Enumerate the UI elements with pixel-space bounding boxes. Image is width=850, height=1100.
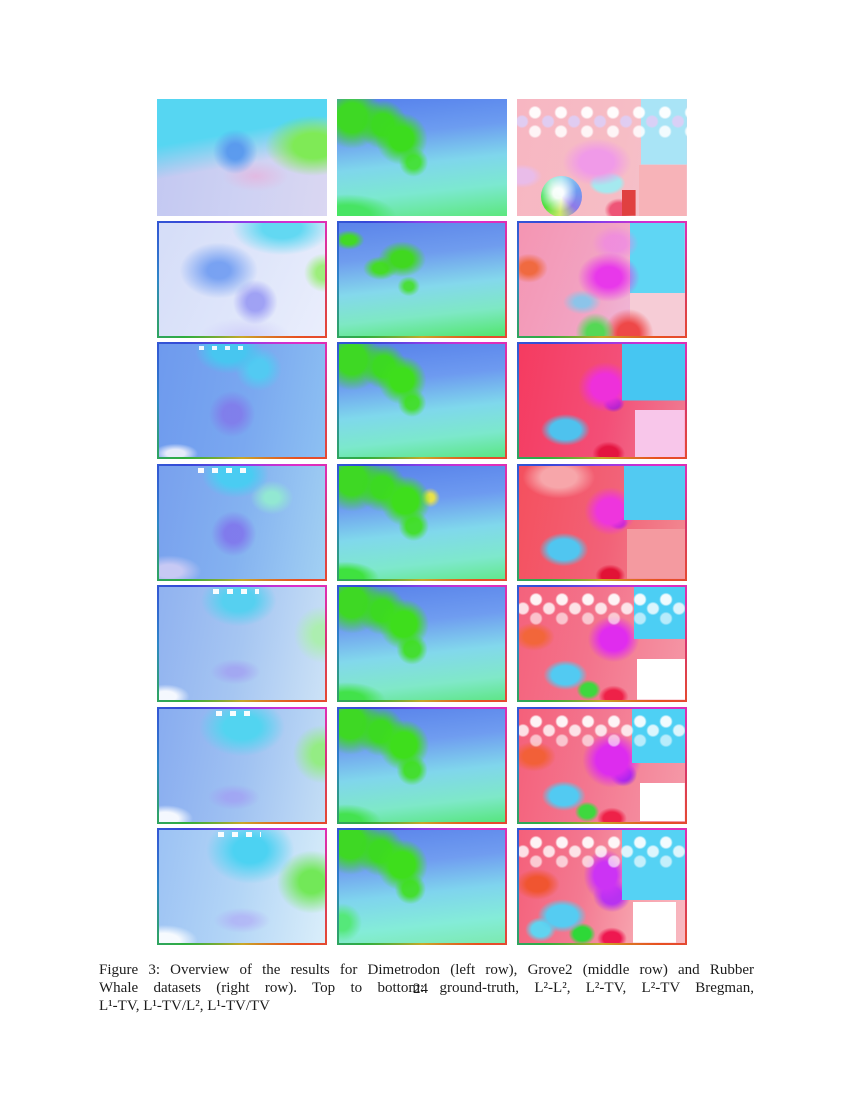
- flow-color-wheel: [540, 176, 582, 216]
- flow-image-rubberwhale-l2-tv-bregman-frame: [517, 463, 687, 581]
- flow-image-grove2-l2-tv-bregman-frame: [337, 463, 507, 581]
- flow-image-grove2-l1-tv-l2-frame: [337, 706, 507, 824]
- page-number: 24: [413, 981, 428, 997]
- flow-image-rubberwhale-l2-tv: [519, 344, 685, 457]
- flow-image-rubberwhale-l2-l2: [519, 222, 685, 336]
- flow-image-grove2-l1-tv-frame: [337, 585, 507, 702]
- flow-image-grove2-l2-tv: [339, 344, 505, 457]
- flow-image-rubberwhale-l2-l2-frame: [517, 220, 687, 338]
- flow-image-rubberwhale-l1-tv-tv: [519, 830, 685, 943]
- flow-image-dimetrodon-l1-tv-l2-frame: [157, 706, 327, 824]
- figure-grid: [157, 99, 687, 945]
- flow-image-dimetrodon-l1-tv-tv-frame: [157, 828, 327, 945]
- caption-line-3: L¹-TV, L¹-TV/L², L¹-TV/TV: [99, 998, 271, 1014]
- flow-image-grove2-l1-tv-tv: [339, 830, 505, 943]
- flow-image-dimetrodon-l1-tv-frame: [157, 585, 327, 702]
- flow-image-rubberwhale-l1-tv-l2-frame: [517, 706, 687, 824]
- flow-image-grove2-l1-tv: [339, 587, 505, 700]
- flow-image-dimetrodon-l2-tv-bregman: [159, 465, 325, 579]
- flow-image-dimetrodon-l1-tv-l2: [159, 708, 325, 822]
- flow-image-rubberwhale-ground-truth-frame: [517, 99, 687, 216]
- flow-image-rubberwhale-l2-tv-frame: [517, 342, 687, 459]
- flow-image-dimetrodon-l1-tv: [159, 587, 325, 700]
- flow-image-grove2-l2-tv-frame: [337, 342, 507, 459]
- flow-image-dimetrodon-l2-l2: [159, 222, 325, 336]
- flow-image-rubberwhale-ground-truth: [517, 99, 687, 216]
- caption-line-2: Whale datasets (right row). Top to botto…: [99, 980, 754, 996]
- flow-image-rubberwhale-l2-tv-bregman: [519, 465, 685, 579]
- flow-image-grove2-l2-l2: [339, 222, 505, 336]
- flow-image-grove2-ground-truth: [337, 99, 507, 216]
- flow-image-grove2-l2-l2-frame: [337, 220, 507, 338]
- flow-image-dimetrodon-l2-l2-frame: [157, 220, 327, 338]
- caption-line-1: Figure 3: Overview of the results for Di…: [99, 962, 754, 978]
- flow-image-grove2-l1-tv-tv-frame: [337, 828, 507, 945]
- flow-image-dimetrodon-l1-tv-tv: [159, 830, 325, 943]
- flow-image-dimetrodon-ground-truth-frame: [157, 99, 327, 216]
- flow-image-rubberwhale-l1-tv-tv-frame: [517, 828, 687, 945]
- flow-image-grove2-ground-truth-frame: [337, 99, 507, 216]
- flow-image-dimetrodon-l2-tv: [159, 344, 325, 457]
- flow-image-rubberwhale-l1-tv-frame: [517, 585, 687, 702]
- figure-caption: Figure 3: Overview of the results for Di…: [99, 961, 754, 1015]
- flow-image-dimetrodon-l2-tv-frame: [157, 342, 327, 459]
- flow-image-rubberwhale-l1-tv-l2: [519, 708, 685, 822]
- flow-image-grove2-l2-tv-bregman: [339, 465, 505, 579]
- flow-image-dimetrodon-ground-truth: [157, 99, 327, 216]
- flow-image-rubberwhale-l1-tv: [519, 587, 685, 700]
- flow-image-grove2-l1-tv-l2: [339, 708, 505, 822]
- flow-image-dimetrodon-l2-tv-bregman-frame: [157, 463, 327, 581]
